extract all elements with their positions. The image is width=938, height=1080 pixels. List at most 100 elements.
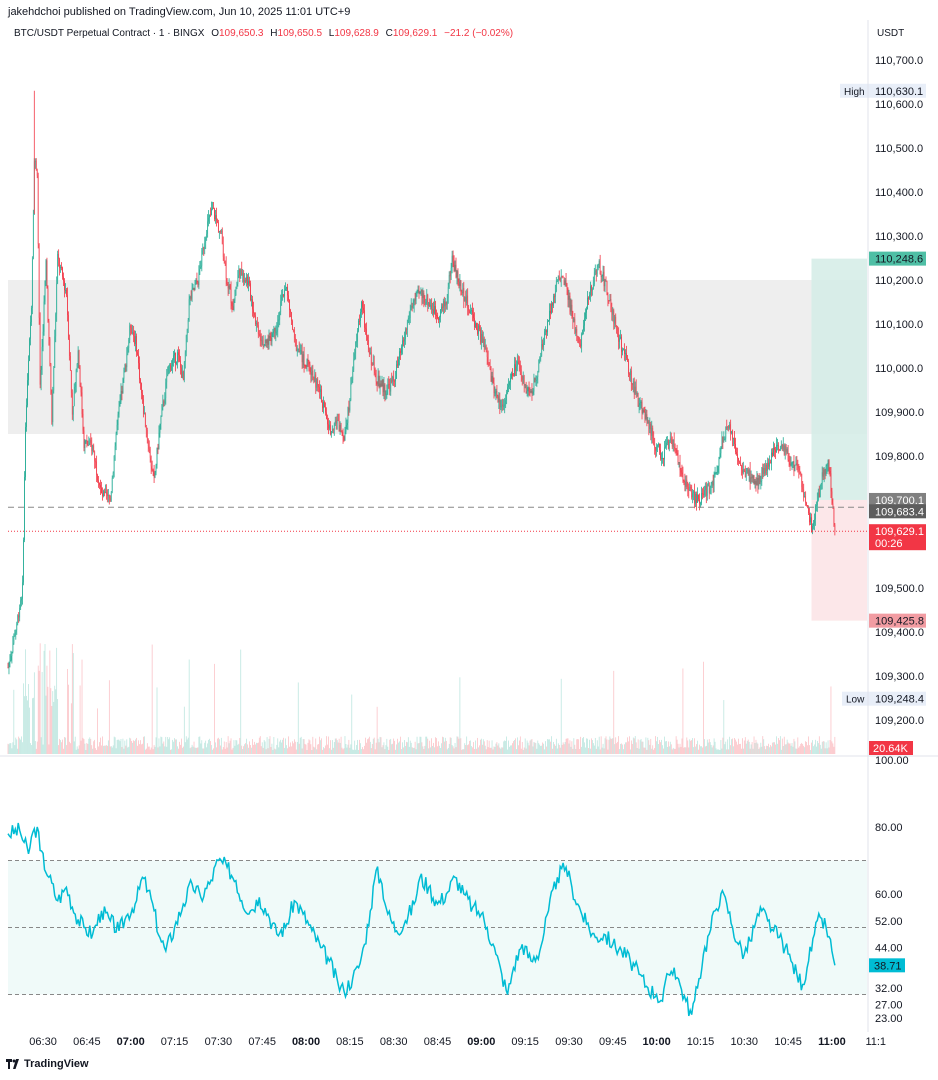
candle-body <box>793 461 795 472</box>
volume-bar <box>748 741 750 754</box>
volume-bar <box>142 743 143 754</box>
candle-body <box>175 352 176 364</box>
volume-bar <box>699 744 700 754</box>
volume-bar <box>314 747 316 754</box>
candle-body <box>263 345 265 347</box>
volume-bar <box>608 739 610 754</box>
candle-body <box>299 350 301 353</box>
candle-body <box>727 426 729 428</box>
candle-body <box>769 462 770 467</box>
volume-bar <box>295 749 297 754</box>
volume-bar <box>696 744 697 754</box>
candle-body <box>693 491 694 494</box>
candle-body <box>314 374 316 382</box>
volume-bar <box>384 749 386 754</box>
volume-bar <box>637 739 639 754</box>
candle-body <box>77 350 79 365</box>
candle-body <box>618 334 619 342</box>
volume-bar <box>636 748 638 754</box>
volume-bar <box>222 747 224 754</box>
candle-body <box>625 353 626 355</box>
volume-bar <box>228 743 230 754</box>
candle-body <box>123 371 125 379</box>
volume-bar <box>150 747 152 754</box>
candle-body <box>755 480 757 485</box>
volume-bar <box>428 748 430 754</box>
candle-body <box>444 302 446 307</box>
volume-bar <box>191 744 193 754</box>
candle-body <box>600 274 602 277</box>
candle-body <box>499 398 501 408</box>
volume-bar <box>698 749 699 754</box>
candle-body <box>595 270 597 275</box>
candle-body <box>65 289 66 291</box>
candle-body <box>594 270 596 273</box>
candle-body <box>260 338 262 341</box>
candle-body <box>479 325 480 329</box>
volume-bar <box>583 737 584 754</box>
candle-body <box>607 294 609 301</box>
tradingview-footer[interactable]: TradingView <box>6 1058 89 1070</box>
volume-bar <box>615 737 617 754</box>
candle-body <box>518 363 520 365</box>
volume-bar <box>697 740 698 754</box>
candle-body <box>256 323 258 326</box>
candle-body <box>560 276 562 281</box>
volume-bar <box>501 747 503 754</box>
symbol-name[interactable]: BTC/USDT Perpetual Contract · 1 · BINGX <box>14 28 205 39</box>
candle-body <box>493 382 495 393</box>
volume-bar <box>534 742 536 754</box>
candle-body <box>760 481 762 483</box>
volume-bar <box>756 742 758 754</box>
candle-body <box>391 379 393 382</box>
candle-body <box>805 496 806 503</box>
volume-bar <box>772 742 773 754</box>
candle-body <box>303 354 305 366</box>
candle-body <box>453 261 455 271</box>
candle-body <box>673 439 675 447</box>
candle-body <box>558 275 560 278</box>
candle-body <box>357 330 358 342</box>
candle-body <box>251 299 252 301</box>
candle-body <box>11 651 13 657</box>
volume-bar <box>64 737 65 754</box>
volume-bar <box>689 739 691 754</box>
price-tick-label: 110,300.0 <box>875 231 923 243</box>
candle-body <box>434 306 435 314</box>
candle-body <box>663 457 664 460</box>
volume-bar <box>481 744 483 754</box>
candle-body <box>310 372 312 375</box>
candle-body <box>408 317 410 319</box>
chart-background-layer <box>8 258 867 621</box>
volume-bar <box>741 738 743 754</box>
currency-label[interactable]: USDT <box>877 28 905 39</box>
candle-body <box>176 361 177 364</box>
volume-bar <box>292 741 293 754</box>
volume-bar <box>278 747 280 754</box>
volume-bar <box>89 737 91 754</box>
candle-body <box>340 424 342 433</box>
candle-body <box>766 464 768 471</box>
volume-bar <box>759 747 761 754</box>
volume-bar <box>668 746 670 754</box>
candle-body <box>654 444 656 448</box>
tradingview-logo-icon <box>6 1059 19 1069</box>
candle-body <box>326 412 327 419</box>
volume-bar <box>84 743 86 754</box>
candle-body <box>650 424 652 436</box>
volume-bar <box>337 742 339 754</box>
candle-body <box>588 297 589 299</box>
volume-bar <box>458 738 460 754</box>
volume-bar <box>719 749 721 754</box>
volume-bar <box>248 747 249 754</box>
volume-bar <box>282 739 283 754</box>
candle-body <box>380 383 382 387</box>
volume-bar <box>170 749 171 754</box>
candle-body <box>791 462 793 465</box>
volume-bar <box>476 748 477 754</box>
candle-body <box>811 517 812 533</box>
symbol-legend[interactable]: BTC/USDT Perpetual Contract · 1 · BINGX … <box>14 28 513 39</box>
volume-bar <box>700 746 701 754</box>
candle-body <box>262 340 264 347</box>
